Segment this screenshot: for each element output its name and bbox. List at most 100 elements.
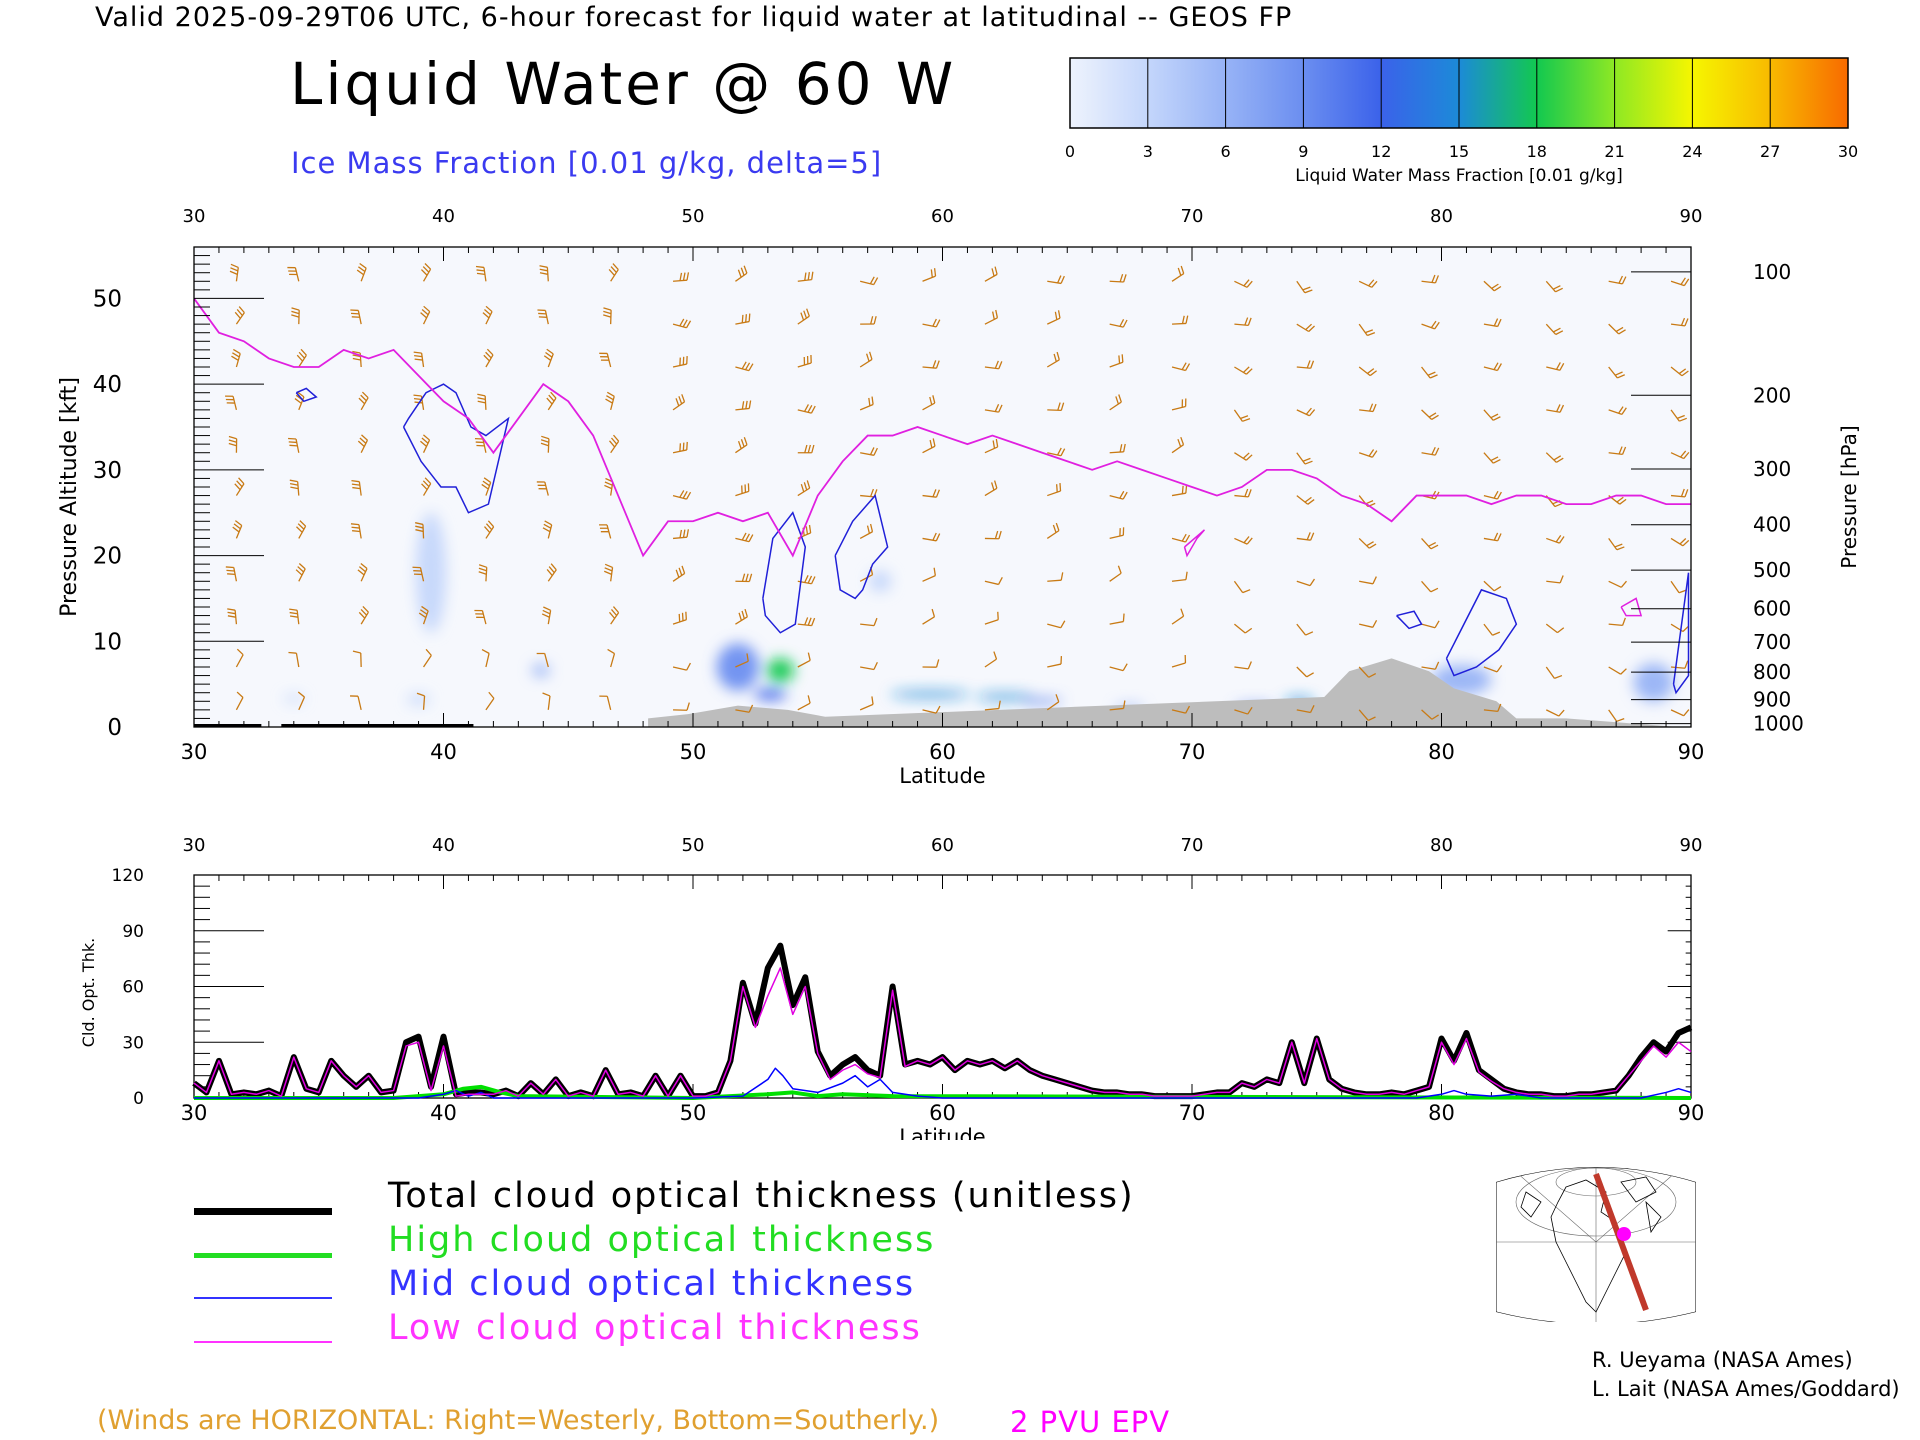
wind-barb-flag bbox=[807, 272, 811, 281]
wind-barb-shaft bbox=[1234, 280, 1248, 288]
wind-barb-flag bbox=[868, 397, 871, 406]
x-tick-label-top: 90 bbox=[1680, 206, 1703, 227]
opt-x-tick-label-top: 60 bbox=[931, 835, 954, 856]
wind-barb-shaft bbox=[1358, 709, 1369, 721]
wind-barb-flag bbox=[1055, 694, 1060, 703]
wind-barb-flag bbox=[542, 692, 551, 697]
wind-barb-flag bbox=[1054, 311, 1058, 320]
y-tick-label: 20 bbox=[93, 544, 122, 570]
wind-barb-flag bbox=[1492, 458, 1501, 464]
wind-barb-shaft bbox=[1421, 537, 1432, 550]
wind-barb-flag bbox=[610, 608, 618, 616]
wind-barb-flag bbox=[1245, 454, 1253, 461]
plot-background bbox=[194, 247, 1691, 727]
wind-barb-flag bbox=[1617, 374, 1625, 379]
wind-barb-shaft bbox=[1546, 366, 1561, 371]
wind-barb-flag bbox=[1368, 449, 1375, 457]
wind-barb-flag bbox=[1372, 619, 1378, 628]
wind-barb-shaft bbox=[984, 619, 999, 625]
wind-barb-flag bbox=[1365, 500, 1374, 505]
wind-barb-flag bbox=[873, 316, 877, 325]
wind-barb-shaft bbox=[360, 439, 369, 454]
series-low bbox=[193, 967, 1692, 1097]
wind-barb-flag bbox=[550, 563, 557, 571]
wind-barb-flag bbox=[1185, 485, 1188, 494]
wind-barb-flag bbox=[1684, 489, 1689, 498]
colorbar: 0 3 6 9 12 15 18 21 24 27 30 Liquid Water Mass Frac… bbox=[1065, 57, 1858, 186]
wind-barb-flag bbox=[1371, 280, 1378, 288]
wind-barb-flag bbox=[361, 391, 369, 399]
wind-barb-flag bbox=[1616, 496, 1624, 503]
liquid-water-patch bbox=[283, 695, 304, 703]
wind-barb-shaft bbox=[1670, 409, 1680, 422]
wind-barb-flag bbox=[746, 653, 749, 662]
wind-barb-flag bbox=[930, 269, 933, 278]
wind-barb-flag bbox=[422, 480, 430, 488]
opt-x-tick-label: 40 bbox=[430, 1101, 457, 1125]
wind-barb-flag bbox=[1372, 403, 1377, 412]
wind-barb-flag bbox=[992, 440, 996, 449]
location-map-inset bbox=[1496, 1167, 1696, 1322]
wind-barb-flag bbox=[1309, 578, 1316, 587]
ice-contour bbox=[1396, 610, 1423, 630]
ice-contour bbox=[1672, 572, 1690, 695]
wind-barb-flag bbox=[686, 272, 690, 281]
wind-barb-flag bbox=[476, 269, 485, 272]
wind-barb-flag bbox=[1243, 279, 1250, 287]
wind-barb-flag bbox=[227, 608, 236, 611]
wind-barb-flag bbox=[236, 480, 243, 488]
liquid-water-patch bbox=[1633, 663, 1674, 702]
wind-barb-flag bbox=[929, 396, 933, 405]
wind-barb-flag bbox=[1621, 617, 1626, 626]
wind-barb-shaft bbox=[1296, 580, 1311, 587]
wind-barb-flag bbox=[804, 404, 809, 412]
pressure-tick-label: 300 bbox=[1753, 457, 1791, 481]
wind-barb-flag bbox=[994, 360, 999, 369]
wind-barb-flag bbox=[1119, 274, 1124, 283]
wind-barb-flag bbox=[413, 351, 422, 354]
colorbar-tick-label: 15 bbox=[1449, 142, 1469, 161]
wind-barb-flag bbox=[358, 397, 366, 405]
wind-barb-flag bbox=[485, 305, 493, 313]
wind-barb-flag bbox=[358, 266, 366, 273]
wind-barb-shaft bbox=[544, 310, 549, 325]
wind-barb-shaft bbox=[1109, 620, 1124, 625]
wind-barb-shaft bbox=[984, 487, 998, 497]
wind-barb-flag bbox=[477, 397, 486, 401]
wind-barb-flag bbox=[545, 351, 553, 358]
colorbar-tick-label: 3 bbox=[1143, 142, 1153, 161]
wind-barb-shaft bbox=[984, 273, 998, 282]
wind-barb-flag bbox=[1371, 450, 1378, 458]
wind-barb-flag bbox=[606, 391, 615, 397]
wind-barb-flag bbox=[807, 617, 812, 626]
wind-barb-shaft bbox=[1670, 709, 1685, 717]
wind-barb-flag bbox=[230, 263, 239, 269]
wind-barb-flag bbox=[1559, 362, 1565, 371]
wind-barb-flag bbox=[1119, 444, 1123, 453]
wind-barb-shaft bbox=[295, 653, 300, 668]
epv-contour bbox=[1620, 597, 1643, 617]
wind-barb-flag bbox=[929, 439, 933, 449]
wind-barb-flag bbox=[1681, 370, 1689, 377]
wind-barb-flag bbox=[1680, 488, 1685, 497]
wind-barb-flag bbox=[1055, 522, 1060, 531]
wind-barb-shaft bbox=[610, 653, 616, 668]
opt-x-tick-label-top: 50 bbox=[682, 835, 705, 856]
wind-barb-flag bbox=[682, 319, 688, 328]
wind-barb-flag bbox=[482, 480, 490, 487]
wind-barb-flag bbox=[873, 277, 879, 285]
wind-barb-shaft bbox=[298, 396, 305, 411]
wind-barb-shaft bbox=[1234, 537, 1248, 545]
wind-barb-flag bbox=[1497, 533, 1502, 542]
liquid-water-patch bbox=[754, 688, 787, 700]
wind-barb-shaft bbox=[1234, 666, 1249, 670]
wind-barb-flag bbox=[1430, 544, 1439, 550]
tropopause-2pvu-line bbox=[194, 297, 1691, 558]
wind-barb-flag bbox=[297, 523, 305, 530]
x-tick-label-top: 40 bbox=[432, 206, 455, 227]
wind-barb-flag bbox=[1118, 394, 1122, 403]
wind-barb-shaft bbox=[860, 623, 875, 627]
wind-barb-shaft bbox=[423, 655, 432, 668]
wind-barb-flag bbox=[1059, 482, 1062, 492]
wind-barb-shaft bbox=[544, 481, 549, 496]
